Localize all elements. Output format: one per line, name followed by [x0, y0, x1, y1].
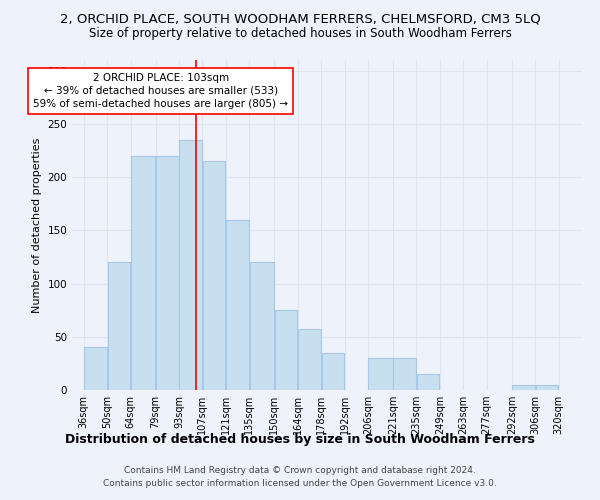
- Text: Distribution of detached houses by size in South Woodham Ferrers: Distribution of detached houses by size …: [65, 432, 535, 446]
- Text: Contains HM Land Registry data © Crown copyright and database right 2024.
Contai: Contains HM Land Registry data © Crown c…: [103, 466, 497, 487]
- Bar: [394, 358, 416, 390]
- Bar: [536, 384, 558, 390]
- Text: Size of property relative to detached houses in South Woodham Ferrers: Size of property relative to detached ho…: [89, 28, 511, 40]
- Bar: [275, 310, 298, 390]
- Bar: [107, 262, 130, 390]
- Bar: [131, 156, 155, 390]
- Bar: [368, 358, 392, 390]
- Bar: [84, 348, 107, 390]
- Bar: [179, 140, 202, 390]
- Text: 2 ORCHID PLACE: 103sqm
← 39% of detached houses are smaller (533)
59% of semi-de: 2 ORCHID PLACE: 103sqm ← 39% of detached…: [33, 73, 288, 109]
- Bar: [203, 161, 226, 390]
- Bar: [156, 156, 179, 390]
- Text: 2, ORCHID PLACE, SOUTH WOODHAM FERRERS, CHELMSFORD, CM3 5LQ: 2, ORCHID PLACE, SOUTH WOODHAM FERRERS, …: [59, 12, 541, 26]
- Bar: [226, 220, 249, 390]
- Bar: [250, 262, 274, 390]
- Bar: [322, 352, 344, 390]
- Bar: [298, 330, 321, 390]
- Bar: [512, 384, 535, 390]
- Y-axis label: Number of detached properties: Number of detached properties: [32, 138, 42, 312]
- Bar: [417, 374, 439, 390]
